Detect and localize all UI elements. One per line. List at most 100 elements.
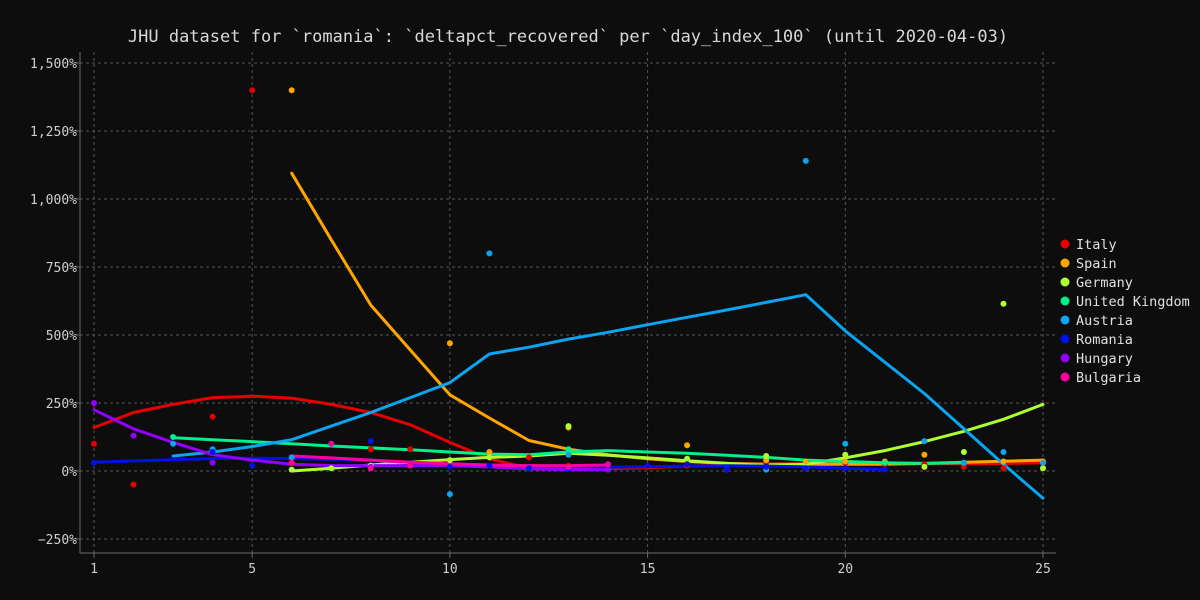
data-point-romania <box>446 463 453 470</box>
data-point-germany <box>842 451 849 458</box>
data-point-italy <box>209 413 216 420</box>
data-point-hungary <box>91 400 97 406</box>
data-point-austria <box>565 451 572 458</box>
legend-marker-austria <box>1060 315 1070 325</box>
y-tick-label: −250% <box>38 533 77 548</box>
data-point-bulgaria <box>565 463 572 470</box>
data-point-germany <box>763 453 770 459</box>
data-point-germany <box>446 457 453 464</box>
x-tick-label: 20 <box>837 562 853 577</box>
data-point-spain <box>684 442 691 449</box>
x-tick-label: 10 <box>442 562 458 577</box>
legend-label-united-kingdom: United Kingdom <box>1076 294 1190 310</box>
legend-marker-bulgaria <box>1060 372 1070 382</box>
data-point-italy <box>130 481 137 488</box>
legend-marker-italy <box>1060 239 1070 249</box>
legend-marker-romania <box>1060 334 1070 344</box>
data-point-spain <box>486 449 493 455</box>
data-point-austria <box>170 440 177 447</box>
y-tick-label: 1,250% <box>30 125 77 140</box>
data-point-romania <box>486 462 493 469</box>
data-point-germany <box>960 449 967 455</box>
data-point-romania <box>526 465 532 472</box>
x-tick-label: 1 <box>90 562 98 577</box>
legend-label-italy: Italy <box>1076 237 1117 253</box>
data-point-italy <box>249 87 256 94</box>
legend: Italy Spain Germany United Kingdom Austria Ro… <box>1060 237 1190 386</box>
data-point-germany <box>1000 300 1007 307</box>
data-point-germany <box>921 463 928 470</box>
data-point-hungary <box>209 459 216 466</box>
chart-title: JHU dataset for `romania`: `deltapct_rec… <box>128 27 1008 47</box>
data-point-italy <box>526 454 532 461</box>
data-point-italy <box>1000 465 1007 472</box>
trend-line-austria <box>171 293 1045 500</box>
data-point-romania <box>91 459 97 466</box>
data-point-austria <box>1040 459 1046 466</box>
legend-marker-united-kingdom <box>1060 296 1070 306</box>
data-point-spain <box>1000 458 1007 465</box>
data-point-spain <box>802 458 809 465</box>
legend-marker-hungary <box>1060 353 1070 363</box>
data-point-germany <box>1040 465 1046 472</box>
trend-line-hungary <box>92 408 610 472</box>
data-point-romania <box>249 462 256 469</box>
data-point-romania <box>209 449 216 455</box>
x-tick-label: 15 <box>640 562 656 577</box>
data-point-austria <box>921 438 928 445</box>
data-point-germany <box>565 423 572 430</box>
data-point-italy <box>407 446 414 453</box>
data-point-hungary <box>605 466 611 473</box>
data-point-united-kingdom <box>170 434 177 440</box>
x-tick-label: 25 <box>1035 562 1051 577</box>
data-point-bulgaria <box>328 440 335 447</box>
data-point-spain <box>288 87 295 94</box>
legend-label-romania: Romania <box>1076 332 1133 348</box>
data-point-italy <box>367 446 374 453</box>
data-point-romania <box>367 438 374 445</box>
data-point-united-kingdom <box>565 446 572 453</box>
data-point-romania <box>723 466 730 473</box>
data-point-romania <box>881 466 888 473</box>
data-point-hungary <box>130 432 137 439</box>
data-point-germany <box>288 466 295 473</box>
y-tick-label: 500% <box>46 329 77 344</box>
legend-label-bulgaria: Bulgaria <box>1076 370 1141 386</box>
trend-line-spain <box>290 171 1045 466</box>
data-point-austria <box>1000 449 1007 455</box>
x-tick-label: 5 <box>248 562 256 577</box>
trend-line-bulgaria <box>290 454 610 468</box>
legend-marker-spain <box>1060 258 1070 268</box>
data-point-spain <box>763 457 770 464</box>
data-point-bulgaria <box>605 461 611 468</box>
legend-marker-germany <box>1060 277 1070 287</box>
legend-label-germany: Germany <box>1076 275 1133 291</box>
data-point-romania <box>684 461 691 468</box>
grid-layer <box>80 52 1056 553</box>
data-point-bulgaria <box>288 459 295 466</box>
data-point-united-kingdom <box>881 459 888 466</box>
data-point-austria <box>446 491 453 498</box>
legend-label-austria: Austria <box>1076 313 1133 329</box>
y-tick-label: 1,500% <box>30 57 77 72</box>
data-point-spain <box>921 451 928 458</box>
y-tick-label: 0% <box>61 465 77 480</box>
y-tick-label: 750% <box>46 261 77 276</box>
data-point-austria <box>288 454 295 461</box>
data-point-romania <box>763 463 770 470</box>
data-point-austria <box>842 440 849 447</box>
data-point-romania <box>842 465 849 472</box>
data-points <box>91 87 1046 498</box>
data-point-spain <box>446 340 453 347</box>
data-point-spain <box>842 458 849 465</box>
data-point-italy <box>960 463 967 470</box>
y-tick-label: 1,000% <box>30 193 77 208</box>
data-point-germany <box>486 454 493 461</box>
data-point-bulgaria <box>367 465 374 472</box>
data-point-germany <box>328 465 335 472</box>
y-tick-label: 250% <box>46 397 77 412</box>
legend-label-spain: Spain <box>1076 256 1117 272</box>
data-point-austria <box>802 157 809 164</box>
data-point-italy <box>91 440 97 447</box>
